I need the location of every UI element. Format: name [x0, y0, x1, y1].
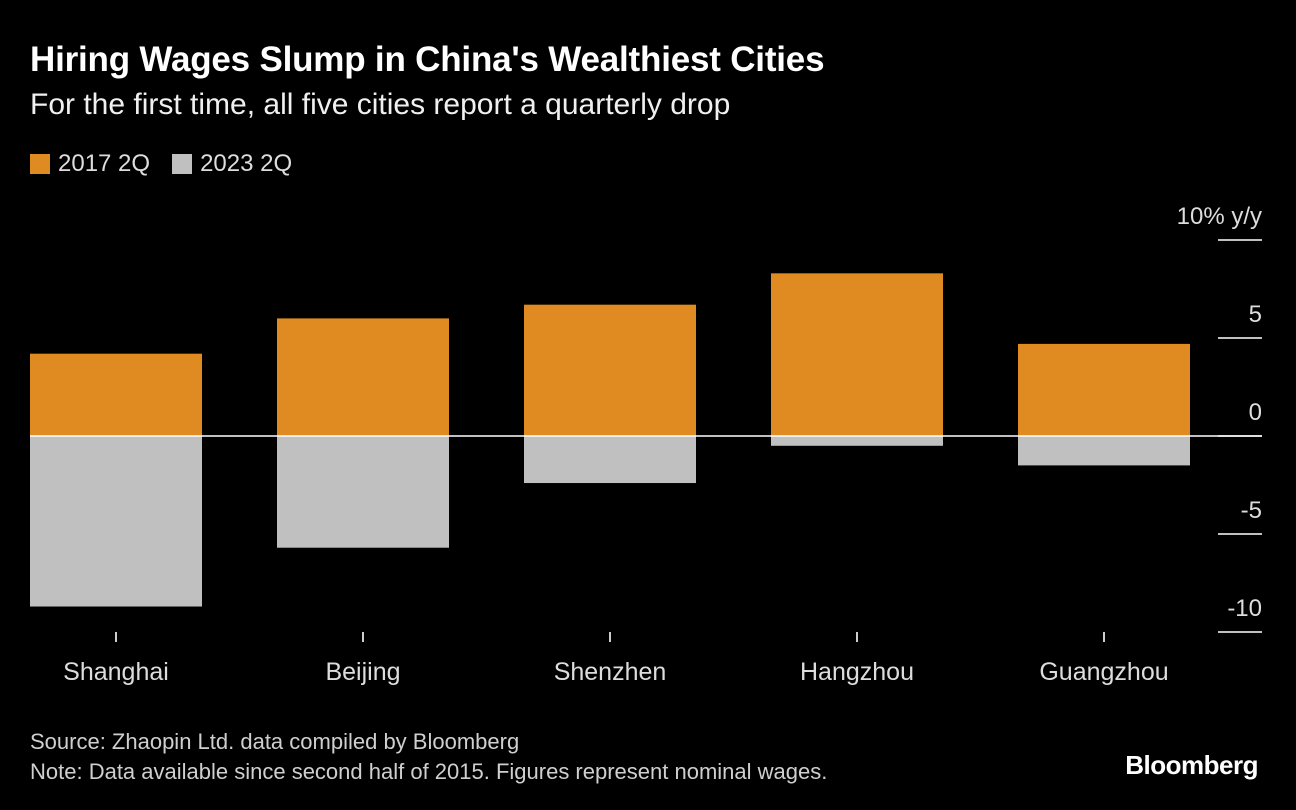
legend-label-2023: 2023 2Q — [200, 150, 293, 177]
y-tick-label-0: 0 — [1249, 399, 1262, 426]
x-tick-label-shanghai: Shanghai — [63, 658, 169, 686]
bar-shenzhen-2017 — [524, 304, 696, 436]
y-tick-label--10: -10 — [1227, 595, 1262, 622]
source-note: Source: Zhaopin Ltd. data compiled by Bl… — [30, 729, 520, 754]
x-tick-label-hangzhou: Hangzhou — [800, 658, 914, 686]
footer: Source: Zhaopin Ltd. data compiled by Bl… — [30, 727, 827, 787]
bar-guangzhou-2023 — [1018, 436, 1190, 466]
bar-shanghai-2023 — [30, 436, 202, 607]
legend-item-2017: 2017 2Q — [30, 150, 150, 178]
x-tick-label-beijing: Beijing — [325, 658, 400, 686]
y-tick-label--5: -5 — [1241, 497, 1262, 524]
legend-item-2023: 2023 2Q — [172, 150, 292, 178]
bloomberg-logo: Bloomberg — [1125, 750, 1258, 780]
y-tick-label-5: 5 — [1249, 301, 1262, 328]
bar-beijing-2023 — [277, 436, 449, 548]
x-tick-label-shenzhen: Shenzhen — [554, 658, 667, 686]
bar-shanghai-2017 — [30, 353, 202, 436]
bar-shenzhen-2023 — [524, 436, 696, 484]
data-note: Note: Data available since second half o… — [30, 759, 828, 784]
chart-title: Hiring Wages Slump in China's Wealthiest… — [30, 40, 825, 79]
bar-guangzhou-2017 — [1018, 343, 1190, 436]
legend: 2017 2Q 2023 2Q — [30, 150, 314, 178]
legend-swatch-2017 — [30, 154, 50, 174]
bar-beijing-2017 — [277, 318, 449, 436]
legend-label-2017: 2017 2Q — [58, 150, 151, 177]
bar-hangzhou-2023 — [771, 436, 943, 446]
x-tick-label-guangzhou: Guangzhou — [1039, 658, 1168, 686]
y-tick-label-10: 10% y/y — [1177, 203, 1262, 230]
chart-subtitle: For the first time, all five cities repo… — [30, 88, 731, 121]
legend-swatch-2023 — [172, 154, 193, 174]
bar-hangzhou-2017 — [771, 273, 943, 436]
